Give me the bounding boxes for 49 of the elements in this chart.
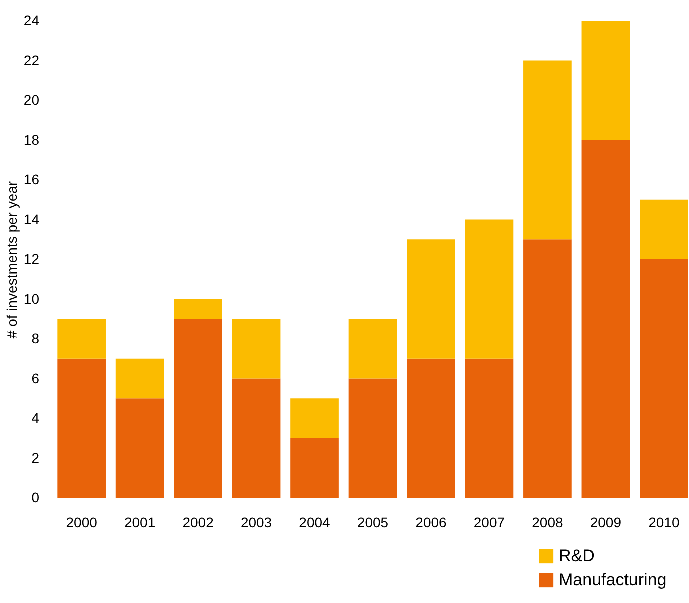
x-tick-label: 2002 bbox=[182, 514, 214, 530]
y-tick-label: 24 bbox=[24, 12, 40, 28]
y-tick-label: 4 bbox=[32, 410, 40, 426]
bar bbox=[232, 319, 281, 379]
x-tick-label: 2004 bbox=[299, 514, 331, 530]
bar bbox=[465, 358, 514, 498]
bar bbox=[174, 299, 222, 320]
bar bbox=[407, 240, 456, 359]
bar bbox=[174, 319, 222, 498]
bar bbox=[290, 398, 339, 438]
bar bbox=[116, 358, 164, 399]
y-axis-title: # of investments per year bbox=[4, 181, 20, 339]
bar bbox=[407, 358, 456, 498]
x-tick-label: 2000 bbox=[66, 514, 98, 530]
bar bbox=[348, 378, 398, 498]
y-tick-label: 10 bbox=[24, 290, 40, 307]
bar bbox=[232, 378, 281, 498]
y-tick-label: 14 bbox=[24, 211, 40, 228]
y-tick-label: 18 bbox=[24, 132, 40, 148]
bar bbox=[582, 140, 630, 498]
legend-label: R&D bbox=[559, 546, 595, 566]
x-tick-label: 2010 bbox=[648, 514, 680, 530]
y-tick-label: 22 bbox=[24, 52, 40, 68]
x-tick-label: 2009 bbox=[590, 514, 622, 530]
x-tick-label: 2003 bbox=[240, 514, 272, 530]
y-tick-label: 16 bbox=[24, 172, 40, 188]
bar bbox=[58, 319, 106, 359]
x-tick-label: 2008 bbox=[532, 514, 564, 530]
bar bbox=[116, 398, 164, 498]
bar bbox=[465, 220, 514, 359]
bar bbox=[290, 438, 339, 498]
y-tick-label: 2 bbox=[32, 450, 40, 466]
y-tick-label: 8 bbox=[32, 330, 40, 346]
bar bbox=[640, 260, 688, 498]
bar bbox=[640, 200, 688, 260]
legend-label: Manufacturing bbox=[559, 570, 667, 590]
x-tick-label: 2001 bbox=[124, 514, 156, 530]
x-tick-label: 2005 bbox=[357, 514, 389, 530]
y-tick-label: 6 bbox=[32, 370, 40, 386]
x-tick-label: 2007 bbox=[474, 514, 506, 530]
bar bbox=[524, 240, 572, 498]
bar bbox=[58, 358, 106, 498]
bar bbox=[348, 319, 398, 379]
bar bbox=[582, 21, 630, 140]
y-tick-label: 20 bbox=[24, 92, 40, 108]
y-tick-label: 12 bbox=[24, 251, 40, 267]
bar bbox=[524, 60, 572, 240]
y-tick-label: 0 bbox=[32, 490, 40, 506]
x-tick-label: 2006 bbox=[416, 514, 448, 530]
